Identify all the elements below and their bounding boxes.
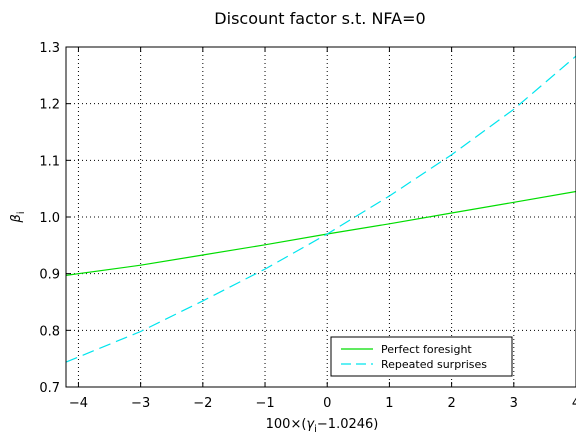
- x-tick-label: 0: [323, 396, 331, 411]
- x-axis-label-suffix: −1.0246): [317, 417, 378, 432]
- y-tick-label: 0.8: [39, 324, 60, 339]
- y-tick-label: 0.7: [39, 381, 60, 396]
- x-tick-label: 4: [572, 396, 576, 411]
- grid: [66, 47, 576, 387]
- x-tick-label: −1: [255, 396, 274, 411]
- y-axis-label-symbol: β: [9, 214, 24, 223]
- y-tick-label: 1.0: [39, 211, 60, 226]
- plot-lines: [65, 55, 576, 363]
- tick-labels: −4 −3 −2 −1 0 1 2 3 4 0.7 0.8 0.9 1.0 1.1 1.2 1.3: [39, 41, 576, 411]
- x-tick-label: −3: [131, 396, 150, 411]
- x-axis-label-prefix: 100×(: [266, 417, 307, 432]
- y-tick-label: 1.3: [39, 41, 60, 56]
- y-tick-label: 0.9: [39, 268, 60, 283]
- y-axis-label-subscript: i: [16, 211, 27, 214]
- y-axis-label: βi: [9, 211, 27, 223]
- series-line: [65, 55, 576, 363]
- x-axis-label: 100×(γi−1.0246): [266, 417, 379, 434]
- legend: Perfect foresight Repeated surprises: [330, 336, 513, 377]
- x-tick-label: 2: [447, 396, 455, 411]
- y-tick-label: 1.2: [39, 98, 60, 113]
- x-axis-label-symbol: γ: [306, 417, 315, 432]
- x-axis-label-subscript: i: [314, 424, 317, 434]
- x-tick-label: 1: [385, 396, 393, 411]
- legend-label: Perfect foresight: [381, 343, 472, 356]
- x-tick-label: −2: [193, 396, 212, 411]
- legend-box: [330, 336, 513, 377]
- ticks: [66, 46, 576, 388]
- chart-title: Discount factor s.t. NFA=0: [214, 9, 425, 28]
- y-tick-label: 1.1: [39, 154, 60, 169]
- legend-label: Repeated surprises: [381, 358, 487, 371]
- x-tick-label: 3: [510, 396, 518, 411]
- x-tick-label: −4: [69, 396, 88, 411]
